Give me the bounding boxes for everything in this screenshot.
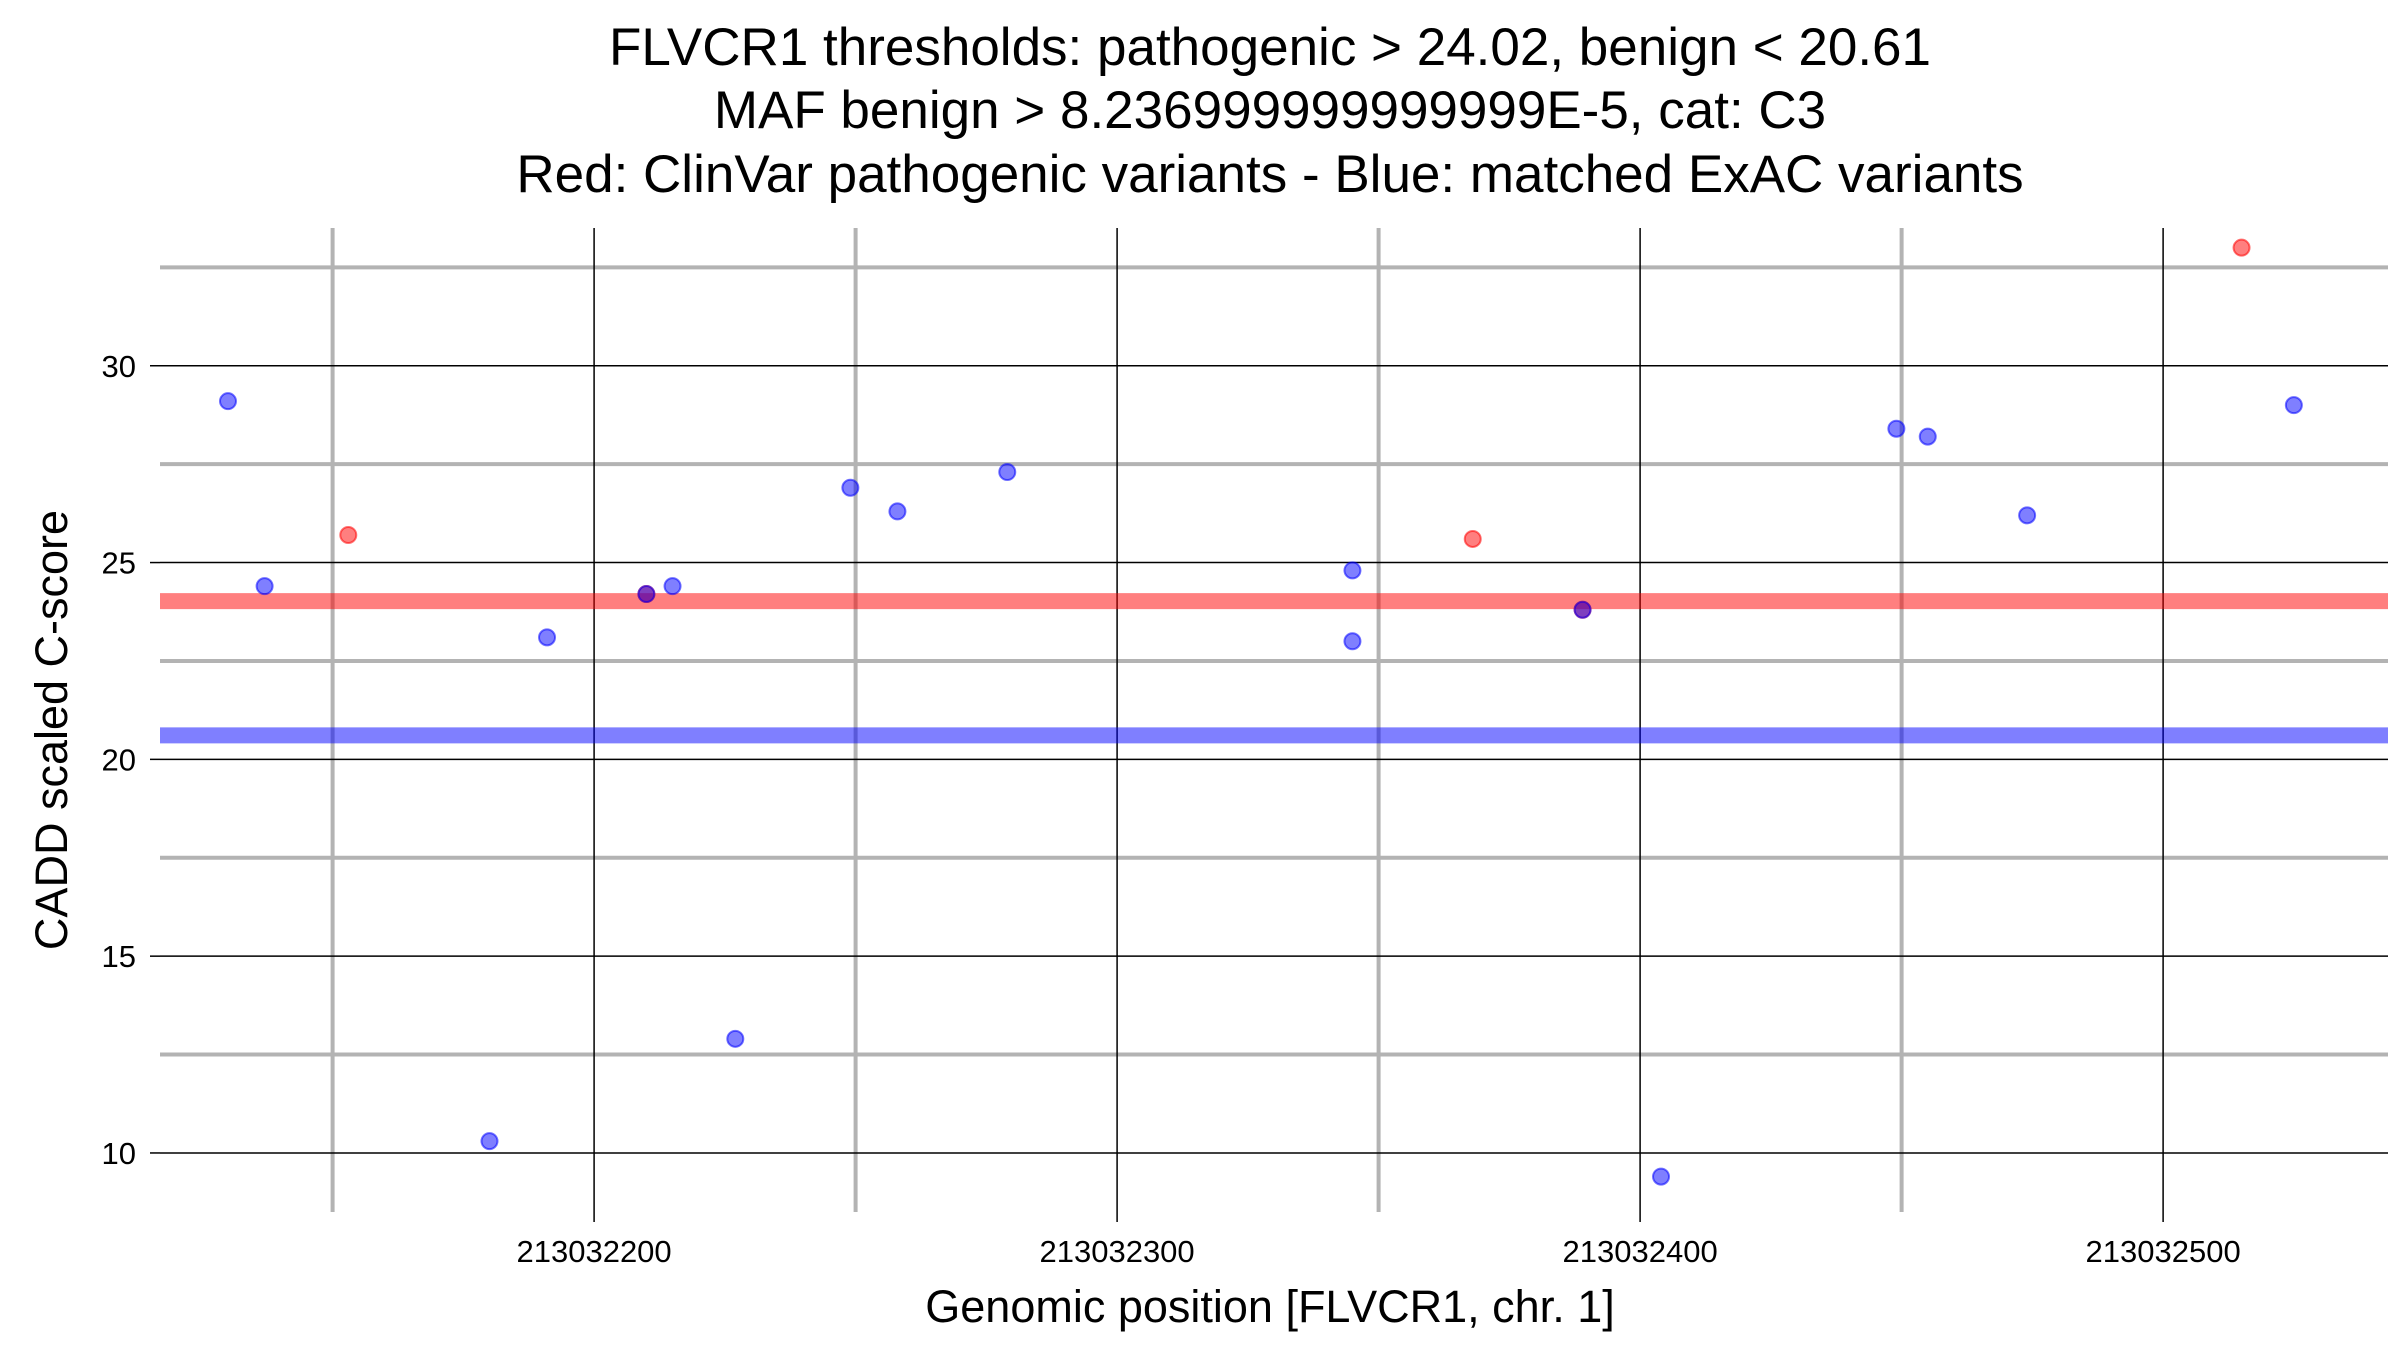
clinvar-pathogenic-point xyxy=(2232,238,2251,257)
y-tick-label: 15 xyxy=(102,939,136,974)
x-tick-label: 213032500 xyxy=(2086,1234,2241,1269)
chart-title-line-1: FLVCR1 thresholds: pathogenic > 24.02, b… xyxy=(609,18,1931,77)
exac-variant-point xyxy=(255,577,274,596)
y-axis-title: CADD scaled C-score xyxy=(26,510,77,950)
x-tick-label: 213032200 xyxy=(517,1234,672,1269)
exac-variant-point xyxy=(218,392,237,411)
exac-variant-point xyxy=(888,502,907,521)
minor-gridlines xyxy=(160,228,2388,1212)
y-tick-label: 30 xyxy=(102,349,136,384)
exac-variant-point xyxy=(1652,1167,1671,1186)
exac-variant-point xyxy=(1887,419,1906,438)
exac-variant-point xyxy=(538,628,557,647)
exac-variant-point xyxy=(841,478,860,497)
y-tick-label: 25 xyxy=(102,546,136,581)
exac-variant-point xyxy=(1918,427,1937,446)
chart-title-line-3: Red: ClinVar pathogenic variants - Blue:… xyxy=(516,145,2023,204)
exac-variant-point xyxy=(726,1029,745,1048)
exac-variant-point xyxy=(1573,600,1592,619)
exac-variant-point xyxy=(1343,561,1362,580)
threshold-lines xyxy=(160,593,2388,744)
chart-title-line-2: MAF benign > 8.236999999999999E-5, cat: … xyxy=(714,81,1826,140)
clinvar-pathogenic-point xyxy=(1463,529,1482,548)
x-tick-label: 213032300 xyxy=(1040,1234,1195,1269)
exac-variant-point xyxy=(998,463,1017,482)
major-gridlines xyxy=(160,228,2388,1212)
axis-ticks: 213032200 213032300 213032400 213032500 10 15… xyxy=(102,349,2241,1269)
y-tick-label: 10 xyxy=(102,1136,136,1171)
data-points xyxy=(218,238,2303,1186)
x-axis-title: Genomic position [FLVCR1, chr. 1] xyxy=(925,1281,1614,1332)
exac-variant-point xyxy=(2018,506,2037,525)
exac-variant-point xyxy=(637,585,656,604)
exac-variant-point xyxy=(2284,396,2303,415)
clinvar-pathogenic-point xyxy=(339,526,358,545)
exac-variant-point xyxy=(1343,632,1362,651)
exac-variant-point xyxy=(480,1132,499,1151)
exac-variant-point xyxy=(663,577,682,596)
y-tick-label: 20 xyxy=(102,742,136,777)
x-tick-label: 213032400 xyxy=(1563,1234,1718,1269)
